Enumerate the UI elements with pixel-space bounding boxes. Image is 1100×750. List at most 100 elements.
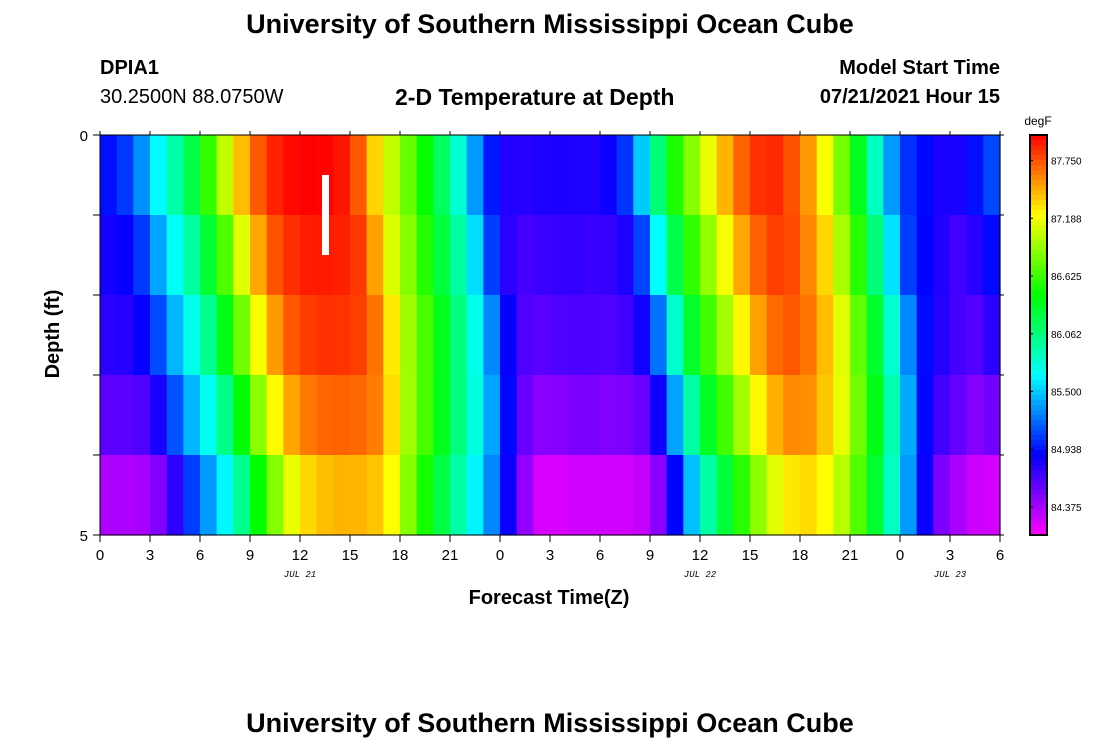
heatmap-cell (116, 135, 134, 216)
colorbar-strip (1030, 480, 1047, 486)
heatmap-cell (583, 295, 601, 376)
heatmap-cell (750, 375, 768, 456)
heatmap-cell (450, 135, 468, 216)
heatmap-cell (883, 455, 901, 536)
heatmap-cell (233, 455, 251, 536)
colorbar-strip (1030, 335, 1047, 341)
heatmap-cell (850, 455, 868, 536)
colorbar-strip (1030, 460, 1047, 466)
colorbar-strip (1030, 490, 1047, 496)
heatmap-cell (983, 375, 1001, 456)
heatmap-cell (383, 455, 401, 536)
colorbar-strip (1030, 505, 1047, 511)
colorbar-strip (1030, 275, 1047, 281)
colorbar-strip (1030, 510, 1047, 516)
colorbar-strip (1030, 415, 1047, 421)
heatmap-cell (633, 135, 651, 216)
heatmap-cell (300, 375, 318, 456)
heatmap-cell (350, 295, 368, 376)
heatmap-cell (283, 375, 301, 456)
heatmap-cell (333, 375, 351, 456)
heatmap-cell (316, 295, 334, 376)
heatmap-cell (933, 295, 951, 376)
colorbar-strip (1030, 380, 1047, 386)
x-tick-label: 6 (596, 547, 604, 564)
x-tick-label: 21 (842, 547, 859, 564)
heatmap-cell (616, 135, 634, 216)
colorbar-strip (1030, 240, 1047, 246)
heatmap-cell (983, 135, 1001, 216)
heatmap-cell (366, 455, 384, 536)
heatmap-cell (916, 215, 934, 296)
heatmap-cell (400, 215, 418, 296)
heatmap-cell (833, 135, 851, 216)
heatmap-cell (416, 215, 434, 296)
colorbar-strip (1030, 145, 1047, 151)
x-tick-label: 9 (246, 547, 254, 564)
colorbar-tick-label: 87.750 (1051, 157, 1082, 168)
axes: 0 3 6 9 12 15 18 21 0 3 6 9 12 15 18 21 0 3 6 JUL 21 JUL 22 J… (80, 128, 1005, 580)
x-tick-label: 6 (996, 547, 1004, 564)
heatmap-cell (266, 455, 284, 536)
colorbar-strip (1030, 160, 1047, 166)
heatmap-cell (716, 455, 734, 536)
current-time-marker (322, 175, 329, 255)
colorbar-strip (1030, 195, 1047, 201)
heatmap-cell (700, 215, 718, 296)
x-tick-label: 9 (646, 547, 654, 564)
colorbar-tick-label: 87.188 (1051, 214, 1082, 225)
colorbar-strip (1030, 155, 1047, 161)
heatmap-cell (583, 375, 601, 456)
colorbar-strip (1030, 180, 1047, 186)
heatmap-cell (900, 455, 918, 536)
colorbar-frame (1029, 134, 1048, 536)
heatmap-cell (183, 295, 201, 376)
colorbar-strip (1030, 300, 1047, 306)
heatmap-cell (683, 215, 701, 296)
heatmap-cell (566, 375, 584, 456)
heatmap-cell (950, 375, 968, 456)
heatmap-cell (233, 215, 251, 296)
heatmap-cell (116, 375, 134, 456)
heatmap-cell (816, 455, 834, 536)
heatmap-cell (366, 295, 384, 376)
heatmap-cell (633, 455, 651, 536)
heatmap-cell (683, 295, 701, 376)
y-tick-label: 5 (80, 528, 88, 545)
colorbar-strip (1030, 440, 1047, 446)
colorbar-strip (1030, 400, 1047, 406)
heatmap-cell (366, 375, 384, 456)
heatmap-cell (650, 215, 668, 296)
x-tick-label: 21 (442, 547, 459, 564)
heatmap-cell (250, 295, 268, 376)
heatmap-cell (433, 375, 451, 456)
heatmap-cell (516, 455, 534, 536)
colorbar-strip (1030, 530, 1047, 536)
heatmap-cell (500, 455, 518, 536)
heatmap-cell (283, 215, 301, 296)
heatmap-cell (633, 375, 651, 456)
heatmap-cell (983, 295, 1001, 376)
heatmap-cell (100, 135, 118, 216)
colorbar: 87.750 87.188 86.625 86.062 85.500 84.938 84.3… (1029, 134, 1082, 536)
x-tick-label: 15 (742, 547, 759, 564)
heatmap-cell (133, 215, 151, 296)
colorbar-strip (1030, 430, 1047, 436)
heatmap-cell (800, 455, 818, 536)
colorbar-strip (1030, 395, 1047, 401)
colorbar-strip (1030, 525, 1047, 531)
heatmap-cell (716, 135, 734, 216)
heatmap-cell (633, 295, 651, 376)
colorbar-strip (1030, 285, 1047, 291)
heatmap-cell (833, 215, 851, 296)
x-tick-label: 15 (342, 547, 359, 564)
heatmap-cell (783, 375, 801, 456)
colorbar-strip (1030, 150, 1047, 156)
heatmap-cell (933, 215, 951, 296)
heatmap-cell (833, 295, 851, 376)
colorbar-strip (1030, 330, 1047, 336)
heatmap-cell (933, 375, 951, 456)
heatmap-cell (666, 375, 684, 456)
heatmap-cell (200, 295, 218, 376)
heatmap-cell (733, 295, 751, 376)
